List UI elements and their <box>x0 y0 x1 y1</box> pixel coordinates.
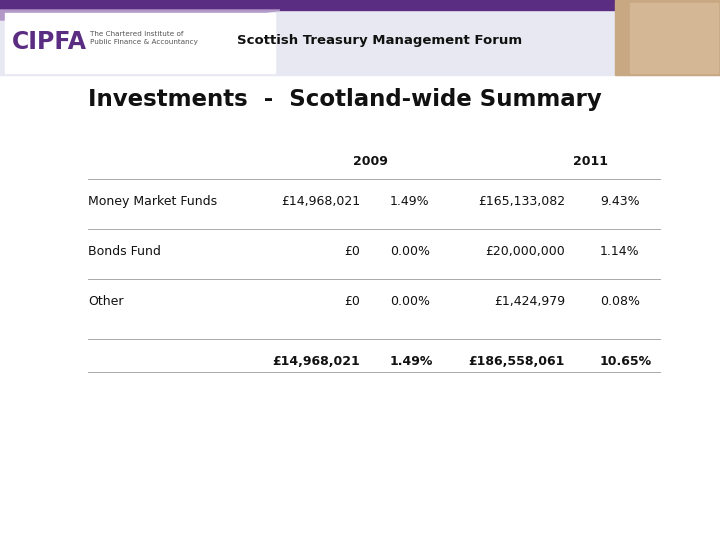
Text: £165,133,082: £165,133,082 <box>478 195 565 208</box>
Text: 0.08%: 0.08% <box>600 295 640 308</box>
Text: 10.65%: 10.65% <box>600 355 652 368</box>
Text: Scottish Treasury Management Forum: Scottish Treasury Management Forum <box>238 34 523 47</box>
Bar <box>5 13 275 73</box>
Text: 0.00%: 0.00% <box>390 245 430 258</box>
Text: Bonds Fund: Bonds Fund <box>88 245 161 258</box>
Text: 1.49%: 1.49% <box>390 195 430 208</box>
Text: £0: £0 <box>344 295 360 308</box>
Text: 1.14%: 1.14% <box>600 245 639 258</box>
Text: Other: Other <box>88 295 124 308</box>
Text: Investments  -  Scotland-wide Summary: Investments - Scotland-wide Summary <box>88 88 602 111</box>
Text: Money Market Funds: Money Market Funds <box>88 195 217 208</box>
Text: £14,968,021: £14,968,021 <box>281 195 360 208</box>
Text: 9.43%: 9.43% <box>600 195 639 208</box>
Text: CIPFA: CIPFA <box>12 30 87 54</box>
Text: £14,968,021: £14,968,021 <box>272 355 360 368</box>
Text: £20,000,000: £20,000,000 <box>485 245 565 258</box>
Polygon shape <box>0 10 280 20</box>
Text: The Chartered Institute of
Public Finance & Accountancy: The Chartered Institute of Public Financ… <box>90 31 198 45</box>
Text: 1.49%: 1.49% <box>390 355 433 368</box>
Text: 2011: 2011 <box>572 155 608 168</box>
Bar <box>615 0 720 75</box>
Text: £0: £0 <box>344 245 360 258</box>
Text: 0.00%: 0.00% <box>390 295 430 308</box>
Bar <box>0 0 720 10</box>
Bar <box>0 0 720 75</box>
Bar <box>630 3 718 73</box>
Text: £1,424,979: £1,424,979 <box>494 295 565 308</box>
Text: 2009: 2009 <box>353 155 387 168</box>
Text: £186,558,061: £186,558,061 <box>469 355 565 368</box>
